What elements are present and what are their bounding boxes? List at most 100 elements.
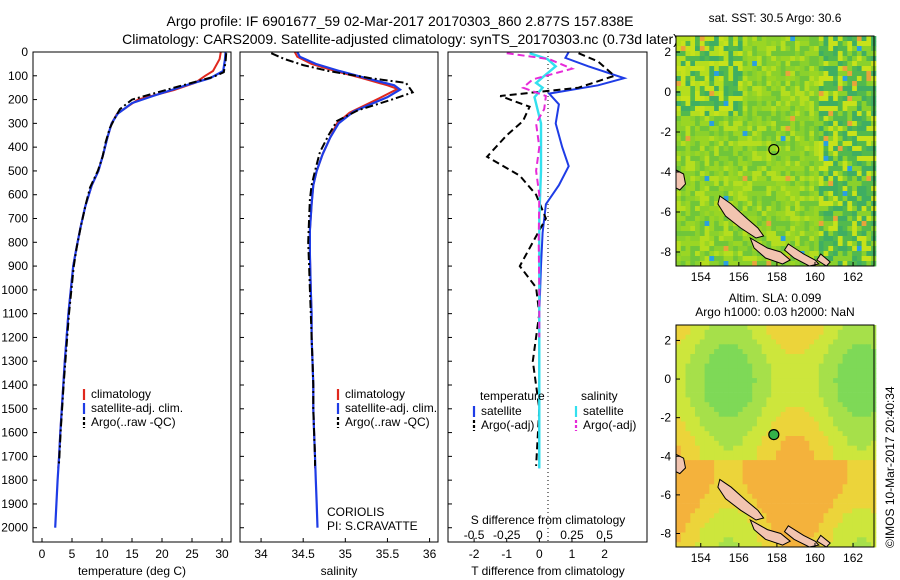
- map-cell: [790, 363, 796, 369]
- map-cell: [814, 156, 820, 162]
- map-cell: [814, 436, 820, 442]
- map-cell: [771, 508, 777, 514]
- map-cell: [799, 421, 805, 427]
- map-cell: [680, 527, 686, 533]
- map-cell: [790, 537, 796, 543]
- map-cell: [752, 41, 758, 47]
- map-cell: [818, 246, 824, 252]
- map-cell: [818, 116, 824, 122]
- lon-tick-label: 158: [767, 270, 787, 284]
- map-cell: [771, 76, 777, 82]
- map-cell: [818, 527, 824, 533]
- map-cell: [752, 46, 758, 52]
- map-cell: [814, 522, 820, 529]
- map-cell: [742, 211, 748, 217]
- map-cell: [804, 76, 810, 82]
- map-cell: [776, 518, 782, 524]
- map-cell: [718, 542, 724, 548]
- map-cell: [685, 334, 691, 340]
- map-cell: [814, 256, 820, 262]
- map-cell: [837, 226, 843, 232]
- map-cell: [704, 151, 710, 157]
- map-cell: [714, 181, 720, 187]
- map-cell: [804, 392, 810, 398]
- map-cell: [747, 201, 753, 207]
- map-cell: [733, 71, 739, 77]
- map-cell: [747, 450, 753, 456]
- map-cell: [823, 489, 829, 495]
- map-cell: [695, 421, 701, 427]
- map-cell: [866, 479, 872, 485]
- map-cell: [699, 246, 705, 252]
- map-cell: [776, 542, 782, 548]
- map-cell: [699, 206, 705, 212]
- map-cell: [837, 339, 843, 345]
- map-cell: [733, 402, 739, 408]
- map-cell: [690, 141, 696, 147]
- map-cell: [709, 527, 715, 533]
- map-cell: [790, 71, 796, 77]
- map-cell: [709, 256, 715, 262]
- map-cell: [866, 426, 872, 432]
- map-cell: [847, 201, 853, 207]
- map-cell: [823, 344, 829, 350]
- map-cell: [818, 176, 824, 182]
- map-cell: [737, 51, 744, 57]
- map-cell: [709, 513, 715, 519]
- map-cell: [847, 537, 853, 543]
- map-cell: [766, 156, 772, 162]
- map-cell: [818, 460, 824, 466]
- map-cell: [742, 236, 748, 242]
- map-cell: [837, 71, 843, 77]
- map-cell: [723, 411, 729, 418]
- map-cell: [828, 411, 834, 418]
- map-cell: [828, 455, 834, 461]
- map-cell: [776, 349, 782, 355]
- map-cell: [780, 41, 786, 47]
- map-cell: [780, 111, 786, 117]
- map-cell: [837, 171, 843, 177]
- map-cell: [704, 503, 710, 509]
- map-cell: [852, 101, 858, 107]
- map-cell: [714, 96, 720, 102]
- map-cell: [766, 56, 772, 62]
- map-cell: [676, 363, 682, 369]
- map-cell: [837, 166, 843, 172]
- map-cell: [761, 76, 767, 82]
- map-cell: [861, 66, 867, 72]
- map-cell: [761, 431, 767, 437]
- map-cell: [752, 411, 758, 418]
- map-cell: [852, 81, 858, 87]
- map-cell: [766, 465, 772, 471]
- map-cell: [823, 136, 829, 142]
- map-cell: [795, 358, 801, 364]
- map-cell: [814, 196, 820, 202]
- map-cell: [756, 325, 763, 331]
- map-cell: [761, 518, 767, 524]
- map-cell: [737, 176, 744, 182]
- map-cell: [756, 532, 763, 538]
- map-cell: [818, 411, 824, 418]
- map-cell: [828, 241, 834, 247]
- map-cell: [714, 373, 720, 379]
- map-cell: [704, 479, 710, 485]
- map-cell: [690, 96, 696, 102]
- map-cell: [676, 378, 682, 384]
- map-cell: [699, 436, 705, 442]
- map-cell: [709, 231, 715, 237]
- map-cell: [814, 440, 820, 446]
- map-cell: [752, 196, 758, 202]
- map-cell: [856, 378, 863, 384]
- map-cell: [714, 479, 720, 485]
- map-cell: [785, 465, 791, 471]
- map-cell: [709, 176, 715, 182]
- map-cell: [866, 489, 872, 495]
- map-cell: [866, 354, 872, 360]
- map-cell: [676, 261, 682, 267]
- map-cell: [709, 131, 715, 137]
- map-cell: [780, 56, 786, 62]
- map-cell: [771, 513, 777, 519]
- map-cell: [847, 241, 853, 247]
- map-cell: [728, 256, 734, 262]
- sla-map: Altim. SLA: 0.099 Argo h1000: 0.03 h2000…: [660, 291, 877, 565]
